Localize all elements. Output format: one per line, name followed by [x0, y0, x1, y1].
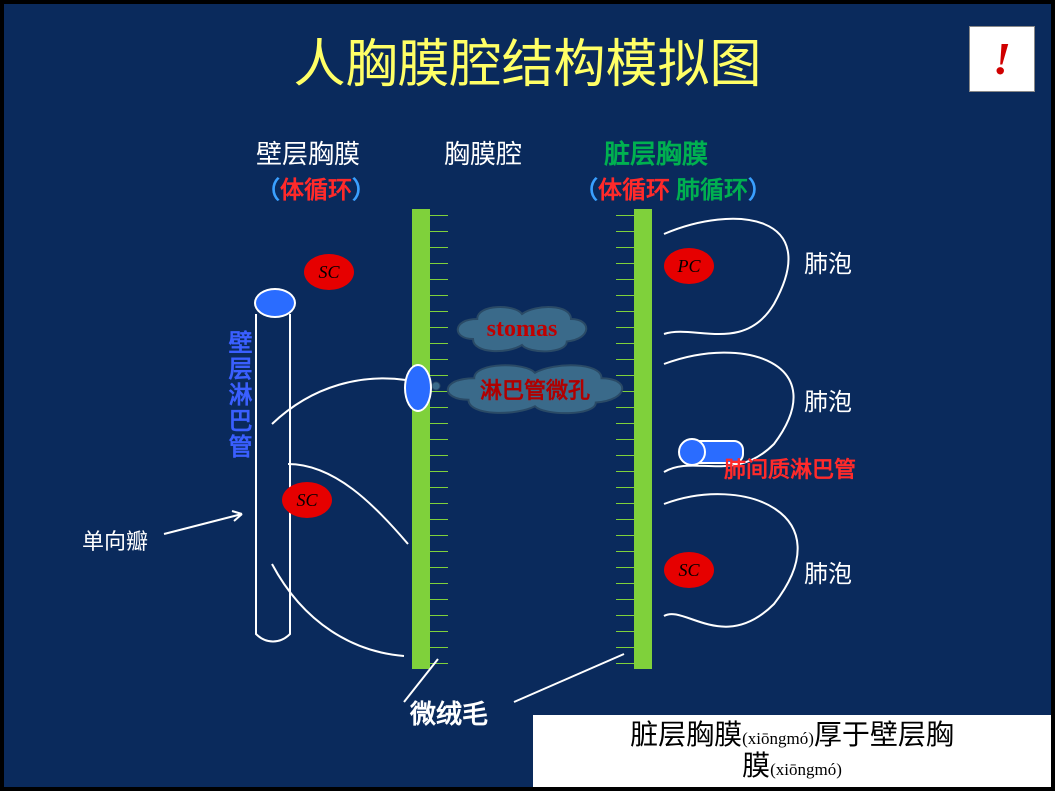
microvilli-tick: [616, 215, 634, 216]
microvilli-tick: [430, 647, 448, 648]
microvilli-tick: [430, 615, 448, 616]
microvilli-tick: [616, 551, 634, 552]
microvilli-tick: [616, 615, 634, 616]
stoma-cloud-top: stomas: [452, 304, 592, 354]
header-parietal-sub: （体循环）: [256, 170, 376, 205]
badge-pc-2: PC: [664, 248, 714, 284]
parietal-lymph-label: 壁层淋巴管: [220, 330, 255, 460]
interstitial-tube-cap: [678, 438, 706, 466]
alveolus-label-1: 肺泡: [804, 382, 852, 417]
microvilli-tick: [616, 455, 634, 456]
microvilli-tick: [430, 327, 448, 328]
microvilli-tick: [616, 311, 634, 312]
microvilli-tick: [430, 423, 448, 424]
badge-sc-3: SC: [664, 552, 714, 588]
stoma-cloud-bottom: 淋巴管微孔: [440, 362, 630, 416]
microvilli-tick: [616, 519, 634, 520]
microvilli-tick: [616, 343, 634, 344]
microvilli-tick: [430, 535, 448, 536]
microvilli-tick: [430, 215, 448, 216]
corner-icon: !: [969, 26, 1035, 92]
header-visceral-sub: （体循环 肺循环）: [574, 170, 772, 205]
microvilli-tick: [430, 487, 448, 488]
microvilli-tick: [616, 663, 634, 664]
microvilli-label: 微绒毛: [410, 694, 488, 731]
microvilli-tick: [616, 471, 634, 472]
microvilli-tick: [430, 663, 448, 664]
microvilli-tick: [430, 359, 448, 360]
microvilli-tick: [616, 503, 634, 504]
alveolus-label-0: 肺泡: [804, 244, 852, 279]
microvilli-tick: [616, 359, 634, 360]
microvilli-tick: [430, 567, 448, 568]
microvilli-tick: [616, 583, 634, 584]
microvilli-tick: [616, 327, 634, 328]
microvilli-tick: [430, 631, 448, 632]
microvilli-tick: [430, 343, 448, 344]
microvilli-tick: [616, 439, 634, 440]
microvilli-tick: [430, 279, 448, 280]
microvilli-tick: [616, 599, 634, 600]
microvilli-tick: [430, 551, 448, 552]
microvilli-tick: [430, 311, 448, 312]
membrane-right: [634, 209, 652, 669]
alveolus-label-2: 肺泡: [804, 554, 852, 589]
microvilli-tick: [616, 535, 634, 536]
microvilli-tick: [430, 503, 448, 504]
microvilli-tick: [430, 439, 448, 440]
microvilli-tick: [616, 423, 634, 424]
microvilli-tick: [616, 247, 634, 248]
badge-sc-1: SC: [282, 482, 332, 518]
header-parietal: 壁层胸膜: [256, 134, 360, 171]
microvilli-tick: [616, 295, 634, 296]
microvilli-tick: [430, 455, 448, 456]
microvilli-tick: [430, 247, 448, 248]
microvilli-tick: [616, 231, 634, 232]
badge-sc-0: SC: [304, 254, 354, 290]
microvilli-tick: [616, 647, 634, 648]
header-cavity: 胸膜腔: [444, 134, 522, 171]
microvilli-tick: [430, 583, 448, 584]
microvilli-tick: [616, 487, 634, 488]
valve-label: 单向瓣: [82, 524, 148, 556]
header-visceral: 脏层胸膜: [604, 134, 708, 171]
caption-box: 脏层胸膜(xiōngmó)厚于壁层胸膜(xiōngmó): [533, 715, 1051, 787]
diagram-stage: 人胸膜腔结构模拟图!壁层胸膜（体循环）胸膜腔脏层胸膜（体循环 肺循环）肺泡肺泡肺…: [0, 0, 1055, 791]
microvilli-tick: [430, 599, 448, 600]
stoma-port: [404, 364, 432, 412]
microvilli-tick: [430, 263, 448, 264]
microvilli-tick: [616, 567, 634, 568]
microvilli-tick: [430, 231, 448, 232]
microvilli-tick: [430, 519, 448, 520]
microvilli-tick: [430, 295, 448, 296]
interstitial-label: 肺间质淋巴管: [724, 452, 856, 484]
microvilli-tick: [616, 279, 634, 280]
microvilli-tick: [616, 631, 634, 632]
membrane-left: [412, 209, 430, 669]
microvilli-tick: [430, 471, 448, 472]
slide-title: 人胸膜腔结构模拟图: [4, 22, 1051, 97]
microvilli-tick: [616, 263, 634, 264]
